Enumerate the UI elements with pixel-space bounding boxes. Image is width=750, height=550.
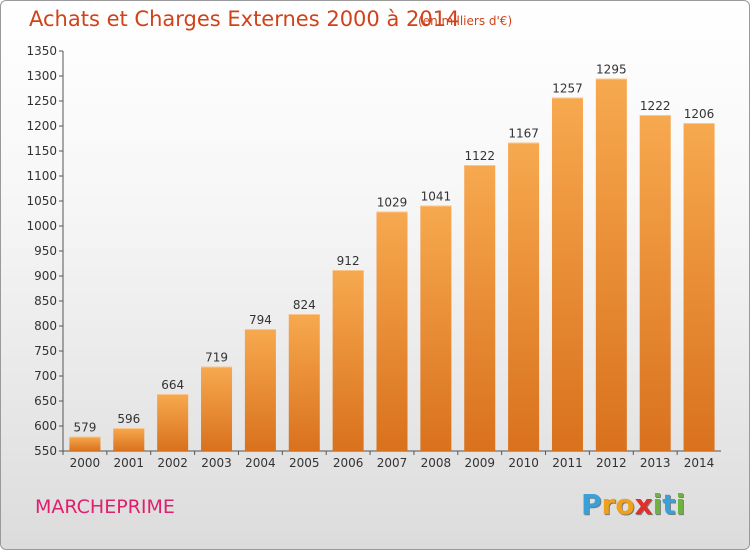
y-tick-label: 1250	[26, 94, 57, 108]
data-label-2004: 794	[249, 313, 272, 327]
y-tick-label: 800	[34, 319, 57, 333]
y-tick-label: 750	[34, 344, 57, 358]
x-tick-label: 2011	[552, 456, 583, 470]
bar-2007	[376, 211, 408, 451]
y-tick-label: 1000	[26, 219, 57, 233]
data-label-2003: 719	[205, 351, 228, 365]
x-tick-label: 2009	[464, 456, 495, 470]
bar-2005	[288, 314, 320, 451]
bar-2009	[464, 165, 496, 451]
data-label-2009: 1122	[464, 149, 495, 163]
bar-2006	[332, 270, 364, 451]
x-tick-label: 2008	[421, 456, 452, 470]
bar-2001	[113, 428, 145, 451]
x-tick-label: 2007	[377, 456, 408, 470]
logo-letter: i	[675, 488, 686, 521]
data-label-2012: 1295	[596, 63, 627, 77]
x-tick-label: 2004	[245, 456, 276, 470]
y-tick-label: 850	[34, 294, 57, 308]
y-tick-label: 1150	[26, 144, 57, 158]
x-tick-label: 2010	[508, 456, 539, 470]
x-tick-label: 2003	[201, 456, 232, 470]
bar-2002	[157, 394, 189, 451]
x-tick-label: 2002	[157, 456, 188, 470]
chart-bars	[69, 78, 715, 451]
bar-2010	[508, 142, 540, 451]
chart-axes: 550 600 650 700 750 800 850 900 950 1000 1050 1100 1…	[26, 44, 721, 470]
y-tick-label: 1100	[26, 169, 57, 183]
y-tick-label: 550	[34, 444, 57, 458]
logo-letter: i	[652, 488, 663, 521]
data-label-2010: 1167	[508, 127, 539, 141]
data-label-2002: 664	[161, 378, 184, 392]
x-tick-label: 2012	[596, 456, 627, 470]
data-label-2008: 1041	[421, 190, 452, 204]
x-tick-label: 2013	[640, 456, 671, 470]
bar-2013	[639, 115, 671, 451]
data-label-2001: 596	[117, 412, 140, 426]
bar-2011	[551, 97, 583, 451]
data-label-2006: 912	[337, 254, 360, 268]
x-tick-label: 2000	[70, 456, 101, 470]
logo-letter: r	[601, 488, 616, 521]
data-label-2000: 579	[73, 421, 96, 435]
bar-2012	[595, 78, 627, 451]
data-label-2011: 1257	[552, 82, 583, 96]
y-tick-label: 600	[34, 419, 57, 433]
place-name: MARCHEPRIME	[35, 496, 175, 518]
y-tick-label: 700	[34, 369, 57, 383]
bar-2008	[420, 205, 452, 451]
data-label-2007: 1029	[377, 196, 408, 210]
chart-subtitle: (en milliers d'€)	[418, 14, 513, 28]
logo-letter: x	[634, 488, 653, 521]
bar-2003	[201, 366, 233, 451]
logo-letter: o	[615, 488, 635, 521]
x-tick-label: 2014	[684, 456, 715, 470]
y-tick-label: 950	[34, 244, 57, 258]
proxiti-logo: Proxiti	[581, 488, 685, 521]
y-tick-label: 650	[34, 394, 57, 408]
bar-2004	[244, 329, 276, 451]
y-tick-label: 1350	[26, 44, 57, 58]
data-label-2014: 1206	[684, 107, 715, 121]
x-tick-label: 2005	[289, 456, 320, 470]
data-label-2013: 1222	[640, 99, 671, 113]
bar-2000	[69, 436, 101, 451]
logo-letter: t	[662, 488, 676, 521]
y-tick-label: 900	[34, 269, 57, 283]
y-tick-label: 1200	[26, 119, 57, 133]
y-tick-label: 1050	[26, 194, 57, 208]
x-tick-label: 2001	[114, 456, 145, 470]
data-label-2005: 824	[293, 298, 316, 312]
x-tick-label: 2006	[333, 456, 364, 470]
chart-title: Achats et Charges Externes 2000 à 2014	[29, 7, 460, 31]
y-tick-label: 1300	[26, 69, 57, 83]
logo-letter: P	[581, 488, 602, 521]
chart-data-labels: 579 596 664 719 794 824 912 1029 1041 1122 1167 125…	[73, 63, 714, 435]
bar-2014	[683, 123, 715, 451]
